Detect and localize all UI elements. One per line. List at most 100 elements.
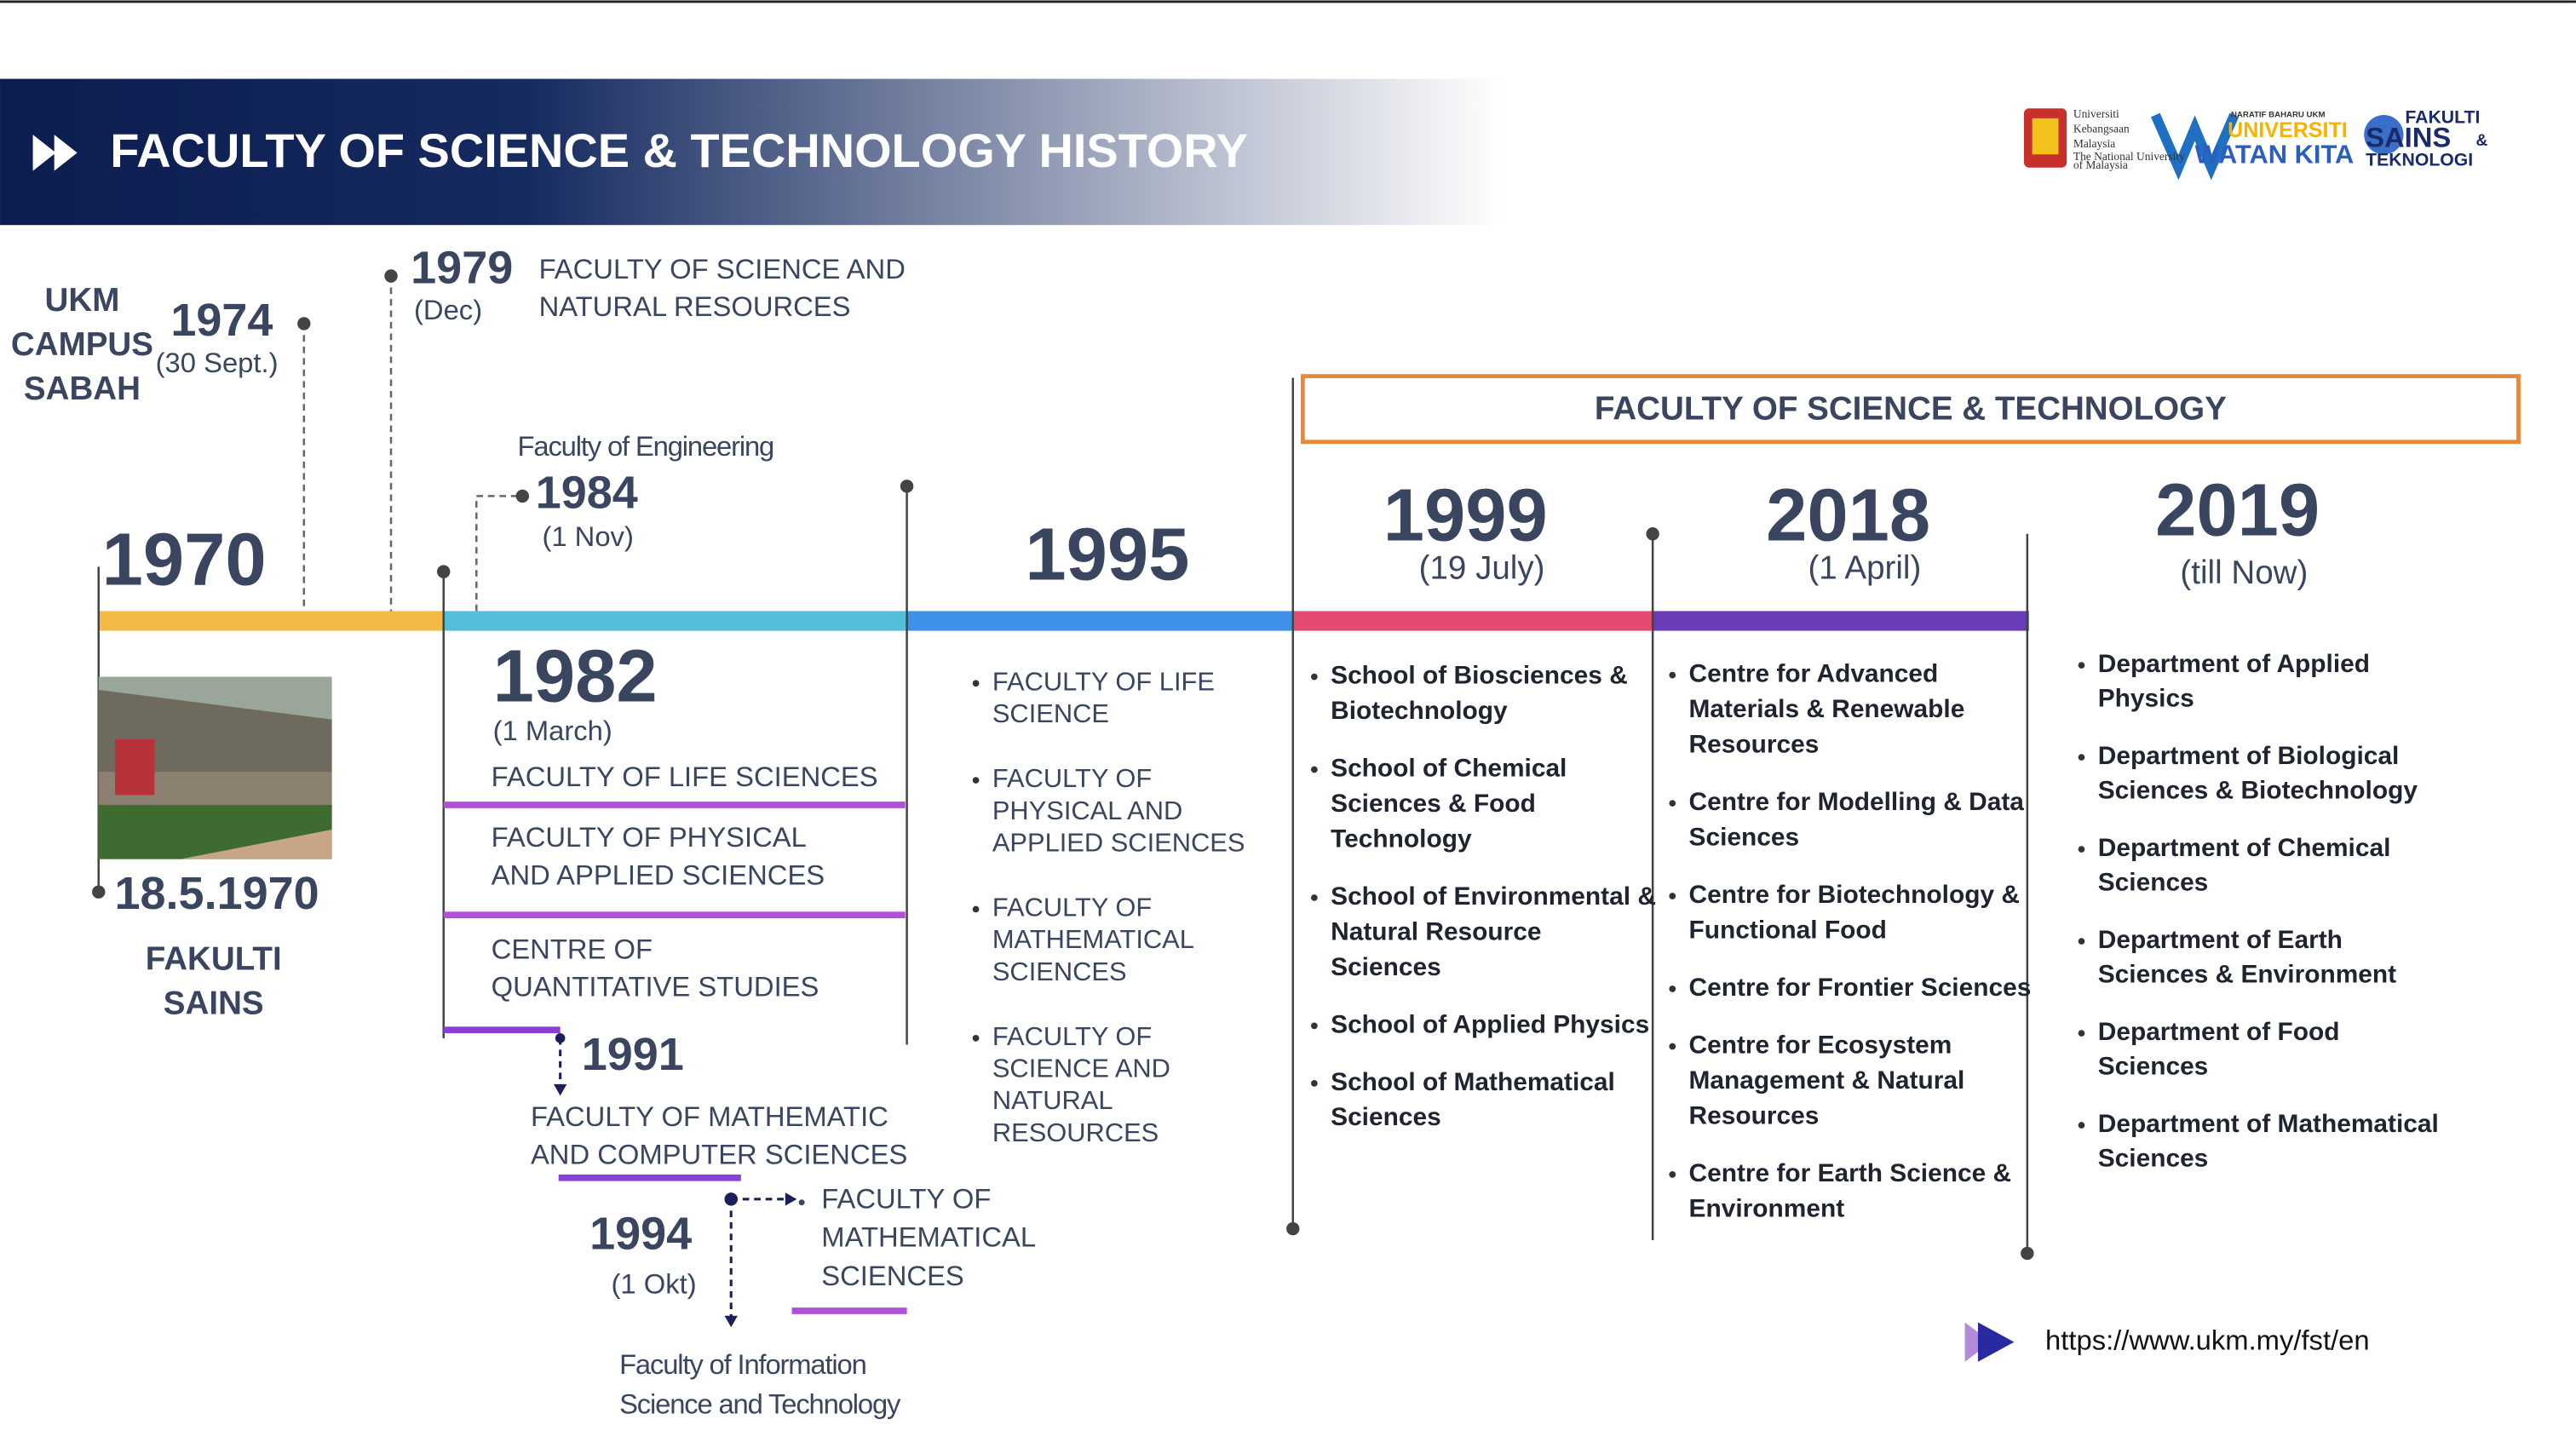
list-item: FACULTY OF LIFE (992, 666, 1215, 696)
list-item: Sciences & Environment (2098, 960, 2396, 988)
header-icon (32, 135, 78, 171)
list-item: Centre for Biotechnology & (1689, 881, 2020, 909)
list-item: School of Mathematical (1331, 1068, 1615, 1096)
list-item: Department of Applied (2098, 650, 2370, 678)
photo-roof (98, 689, 332, 773)
list-item: PHYSICAL AND (992, 796, 1182, 825)
list-item: FACULTY OF (992, 1021, 1152, 1051)
logo-text: TEKNOLOGI (2366, 151, 2473, 170)
list-item: APPLIED SCIENCES (992, 827, 1245, 857)
bullet (1669, 1043, 1676, 1050)
unit-name: QUANTITATIVE STUDIES (492, 971, 819, 1003)
photo-caption: SAINS (164, 985, 264, 1021)
year: 2019 (2155, 468, 2320, 551)
logo-text: Universiti (2073, 107, 2119, 120)
logo-text: WATAN KITA (2195, 139, 2355, 169)
bullet (798, 1199, 805, 1206)
list-item: Functional Food (1689, 916, 1887, 944)
faculty-name: NATURAL RESOURCES (539, 290, 851, 322)
year: 1984 (536, 468, 638, 519)
list-item: School of Applied Physics (1331, 1010, 1649, 1038)
bullet (2078, 938, 2085, 945)
rule (791, 1307, 907, 1314)
banner-title: FACULTY OF SCIENCE & TECHNOLOGY (1595, 390, 2227, 427)
date: (1 Nov) (542, 520, 633, 552)
list-item: Centre for Modelling & Data (1689, 788, 2025, 816)
list-item: School of Environmental & (1331, 882, 1656, 911)
bullet (1669, 1171, 1676, 1178)
list-item: FACULTY OF (992, 763, 1152, 793)
bullet (972, 1034, 980, 1042)
rule (558, 1174, 741, 1181)
watan-mark (2150, 112, 2240, 181)
bullet (1310, 1022, 1318, 1030)
list-item: Centre for Frontier Sciences (1689, 974, 2032, 1002)
bullet (2078, 1030, 2085, 1037)
logo-text: Kebangsaan (2073, 122, 2130, 135)
bullet (2078, 1122, 2085, 1129)
faculty-name: Faculty of Information (619, 1348, 866, 1380)
list-item: Environment (1689, 1194, 1845, 1222)
bullet (2078, 754, 2085, 761)
faculty-name: MATHEMATICAL (821, 1221, 1036, 1253)
faculty-name: Science and Technology (619, 1388, 901, 1419)
list-item: Sciences (1331, 953, 1441, 981)
list-item: Sciences & Food (1331, 790, 1536, 818)
logo-text: Malaysia (2073, 137, 2115, 150)
campus-label: CAMPUS (11, 326, 153, 363)
photo-caption: FAKULTI (146, 940, 282, 977)
list-item: Centre for Ecosystem (1689, 1031, 1952, 1059)
campus-label: UKM (45, 282, 120, 319)
bullet (1310, 673, 1318, 681)
faculty-name: FACULTY OF (821, 1182, 991, 1214)
list-item: School of Chemical (1331, 754, 1567, 782)
list-item: SCIENCES (992, 957, 1127, 986)
photo-date: 18.5.1970 (115, 868, 319, 919)
year: 1979 (411, 242, 513, 293)
year: 1991 (582, 1029, 684, 1080)
purple-rules (443, 802, 907, 1314)
faculty-name: FACULTY OF MATHEMATIC (531, 1100, 888, 1132)
list-item: SCIENCE AND (992, 1054, 1170, 1083)
timeline-bar (98, 611, 2029, 631)
list-item: Sciences (2098, 868, 2209, 896)
bullet (972, 905, 980, 913)
logo-text: UNIVERSITI (2228, 118, 2348, 142)
rule (443, 1026, 561, 1034)
bar-segment (98, 611, 446, 631)
bullet (1310, 894, 1318, 901)
bullet (1669, 985, 1676, 992)
date: (19 July) (1419, 549, 1545, 586)
ukm-crest-inner (2032, 118, 2059, 155)
bullet (972, 680, 980, 687)
list-item: Department of Mathematical (2098, 1110, 2439, 1138)
date: (till Now) (2180, 554, 2308, 591)
bar-segment (906, 611, 1295, 631)
bullet (1669, 671, 1676, 679)
list-item: Technology (1331, 825, 1472, 853)
logos (2023, 108, 2404, 181)
list-item: Sciences (2098, 1144, 2209, 1172)
list-item: Sciences (1689, 823, 1800, 851)
list-item: Department of Biological (2098, 742, 2400, 770)
list-item: Centre for Advanced (1689, 660, 1939, 688)
list-item: Management & Natural (1689, 1066, 1965, 1095)
logo-text: The National University (2073, 150, 2185, 163)
bar-segment (443, 611, 909, 631)
date: (30 Sept.) (156, 347, 279, 378)
date: (1 April) (1808, 549, 1921, 586)
unit-name: FACULTY OF PHYSICAL (492, 821, 807, 853)
logo-text: SAINS (2366, 122, 2451, 153)
list-item: Sciences (1331, 1103, 1441, 1131)
unit-name: FACULTY OF LIFE SCIENCES (492, 761, 878, 792)
bar-segment (1292, 611, 1655, 631)
bullet (1669, 800, 1676, 807)
rule (443, 911, 906, 919)
year: 1994 (589, 1208, 692, 1259)
list-item: Resources (1689, 730, 1820, 758)
list-item: Sciences & Biotechnology (2098, 776, 2418, 804)
list-item: Natural Resource (1331, 917, 1541, 945)
list-item: Materials & Renewable (1689, 695, 1965, 723)
dots (92, 269, 2034, 1261)
